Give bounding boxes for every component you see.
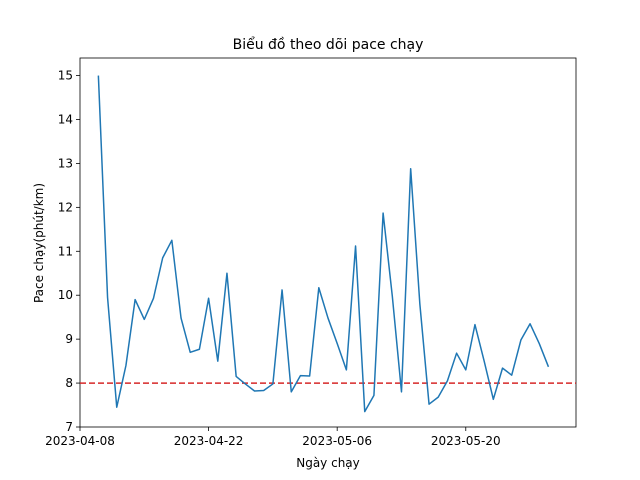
y-axis: 7 8 9 10 11 12 13 14 15 xyxy=(58,69,80,434)
y-axis-label: Pace chạy(phút/km) xyxy=(32,183,46,303)
y-tick-label: 7 xyxy=(65,420,73,434)
y-tick-label: 8 xyxy=(65,376,73,390)
x-axis: 2023-04-08 2023-04-22 2023-05-06 2023-05-20 xyxy=(45,427,501,448)
x-tick-label: 2023-05-20 xyxy=(431,434,501,448)
x-tick-label: 2023-04-08 xyxy=(45,434,115,448)
y-tick-label: 10 xyxy=(58,288,73,302)
y-tick-label: 12 xyxy=(58,200,73,214)
series-points xyxy=(98,75,549,412)
y-tick-label: 9 xyxy=(65,332,73,346)
x-axis-label: Ngày chạy xyxy=(296,456,360,470)
x-tick-label: 2023-05-06 xyxy=(302,434,372,448)
x-tick-label: 2023-04-22 xyxy=(174,434,244,448)
y-tick-label: 13 xyxy=(58,156,73,170)
y-tick-label: 15 xyxy=(58,69,73,83)
plot-area xyxy=(79,57,577,428)
chart-title: Biểu đồ theo dõi pace chạy xyxy=(233,36,424,53)
y-tick-label: 14 xyxy=(58,113,73,127)
y-tick-label: 11 xyxy=(58,244,73,258)
pace-series-line xyxy=(97,75,550,413)
